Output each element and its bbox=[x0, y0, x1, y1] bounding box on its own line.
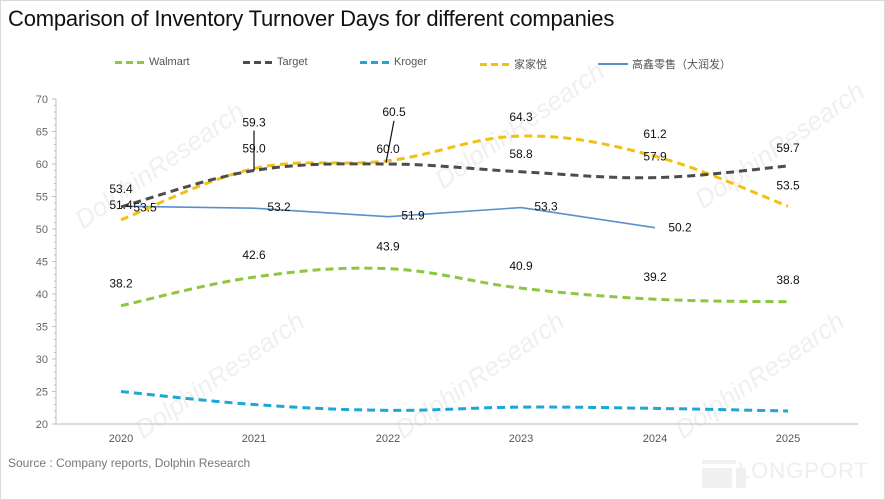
y-tick-label: 35 bbox=[36, 322, 48, 334]
chart-title: Comparison of Inventory Turnover Days fo… bbox=[8, 6, 615, 31]
data-label: 58.8 bbox=[509, 147, 533, 161]
data-label: 59.3 bbox=[242, 116, 266, 130]
legend-item-jiajiayue[interactable]: 家家悦 bbox=[480, 56, 547, 72]
legend-swatch bbox=[360, 60, 390, 64]
y-tick-label: 25 bbox=[36, 387, 48, 399]
data-label: 50.2 bbox=[668, 221, 692, 235]
legend-item-target[interactable]: Target bbox=[243, 56, 308, 68]
data-label: 53.3 bbox=[534, 200, 558, 214]
longport-logo-icon bbox=[702, 460, 746, 488]
x-tick-label: 2025 bbox=[776, 433, 800, 445]
data-label: 59.7 bbox=[776, 141, 800, 155]
series-walmart-line bbox=[120, 266, 789, 308]
y-tick-label: 30 bbox=[36, 354, 48, 366]
legend-label: 家家悦 bbox=[514, 59, 547, 71]
legend-item-sun-art[interactable]: 高鑫零售（大润发） bbox=[598, 56, 731, 72]
y-tick-label: 60 bbox=[36, 159, 48, 171]
legend-item-walmart[interactable]: Walmart bbox=[115, 56, 190, 68]
series-jiajiayue-line bbox=[120, 134, 789, 222]
legend-label: Kroger bbox=[394, 56, 428, 68]
data-label: 39.2 bbox=[643, 270, 667, 284]
data-label: 61.2 bbox=[643, 127, 667, 141]
legend-swatch bbox=[598, 63, 628, 65]
x-tick-label: 2023 bbox=[509, 433, 533, 445]
data-label: 40.9 bbox=[509, 259, 533, 273]
y-tick-label: 20 bbox=[36, 419, 48, 431]
leader-line bbox=[385, 120, 395, 163]
data-label: 51.4 bbox=[109, 198, 133, 212]
series-kroger-line bbox=[120, 390, 789, 413]
legend-label: Target bbox=[277, 56, 308, 68]
data-label: 53.5 bbox=[776, 178, 800, 192]
y-tick-label: 65 bbox=[36, 127, 48, 139]
legend-label: Walmart bbox=[149, 56, 190, 68]
data-label: 57.9 bbox=[643, 150, 667, 164]
data-label: 60.5 bbox=[382, 105, 406, 119]
source-note: Source : Company reports, Dolphin Resear… bbox=[8, 456, 251, 470]
x-tick-label: 2024 bbox=[643, 433, 667, 445]
y-tick-label: 70 bbox=[36, 94, 48, 106]
y-tick-label: 45 bbox=[36, 257, 48, 269]
data-label: 38.8 bbox=[776, 273, 800, 287]
x-tick-label: 2022 bbox=[376, 433, 400, 445]
legend-item-kroger[interactable]: Kroger bbox=[360, 56, 427, 68]
data-label: 38.2 bbox=[109, 277, 133, 291]
legend-swatch bbox=[115, 60, 145, 64]
data-label: 64.3 bbox=[509, 110, 533, 124]
data-label: 42.6 bbox=[242, 248, 266, 262]
data-label: 53.5 bbox=[133, 200, 157, 214]
x-tick-label: 2021 bbox=[242, 433, 266, 445]
data-label: 43.9 bbox=[376, 240, 400, 254]
data-label: 53.2 bbox=[267, 200, 291, 214]
legend: Walmart Target Kroger 家家悦 高鑫零售（大润发） bbox=[0, 56, 885, 72]
data-label: 53.4 bbox=[109, 182, 133, 196]
y-tick-label: 55 bbox=[36, 192, 48, 204]
y-tick-label: 50 bbox=[36, 224, 48, 236]
x-tick-label: 2020 bbox=[109, 433, 133, 445]
series-sun-art-line bbox=[120, 205, 656, 229]
y-tick-label: 40 bbox=[36, 289, 48, 301]
legend-swatch bbox=[243, 60, 273, 64]
data-label: 51.9 bbox=[401, 209, 425, 223]
legend-label: 高鑫零售（大润发） bbox=[632, 59, 731, 71]
brand-name: LONGPORT bbox=[737, 458, 869, 483]
legend-swatch bbox=[480, 62, 510, 66]
series-target-line bbox=[120, 162, 789, 209]
